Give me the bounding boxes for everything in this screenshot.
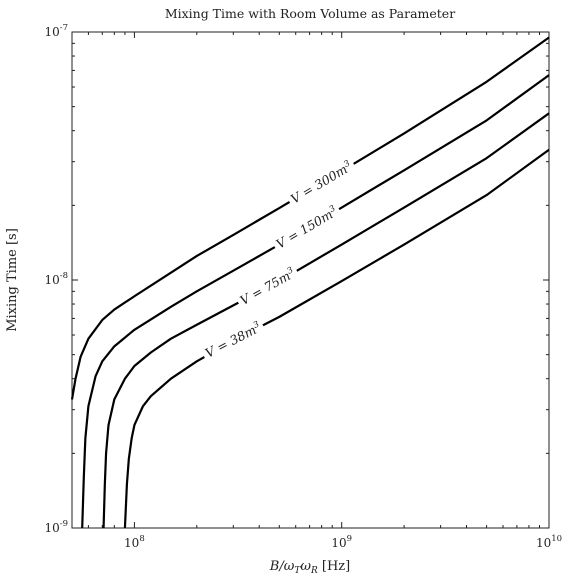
curve-label-text: V = 300m3 — [288, 159, 355, 207]
x-axis-label: B/ωTωR [Hz] — [269, 559, 350, 576]
curve-label-bg — [284, 156, 359, 210]
curve-line — [102, 112, 550, 529]
axis-ticks: 108 109 1010 10-9 10-8 10-7 — [44, 23, 562, 550]
plot-frame — [71, 31, 550, 529]
x-tick-label: 1010 — [536, 534, 562, 550]
y-tick-label: 10-7 — [44, 23, 68, 39]
curve-label: V = 300m3 — [284, 156, 359, 210]
curve-label-text: V = 150m3 — [273, 204, 340, 252]
y-tick-label: 10-8 — [44, 271, 68, 287]
curve-line — [70, 36, 550, 400]
curves — [70, 36, 550, 529]
chart-title: Mixing Time with Room Volume as Paramete… — [165, 6, 455, 21]
x-tick-label: 108 — [124, 534, 145, 550]
curve-label-bg — [234, 263, 302, 312]
curve-line — [81, 74, 550, 529]
curve-label-bg — [270, 201, 344, 255]
y-tick-label: 10-9 — [44, 519, 68, 535]
curve-label: V = 150m3 — [270, 201, 344, 255]
curve-label: V = 75m3 — [234, 263, 302, 312]
curve-label-text: V = 38m3 — [203, 320, 264, 361]
curve-line — [123, 148, 550, 529]
y-axis-label: Mixing Time [s] — [5, 228, 20, 332]
curve-label: V = 38m3 — [199, 317, 268, 364]
curve-label-bg — [199, 317, 268, 364]
curve-label-text: V = 75m3 — [237, 265, 297, 308]
x-tick-label: 109 — [331, 534, 352, 550]
